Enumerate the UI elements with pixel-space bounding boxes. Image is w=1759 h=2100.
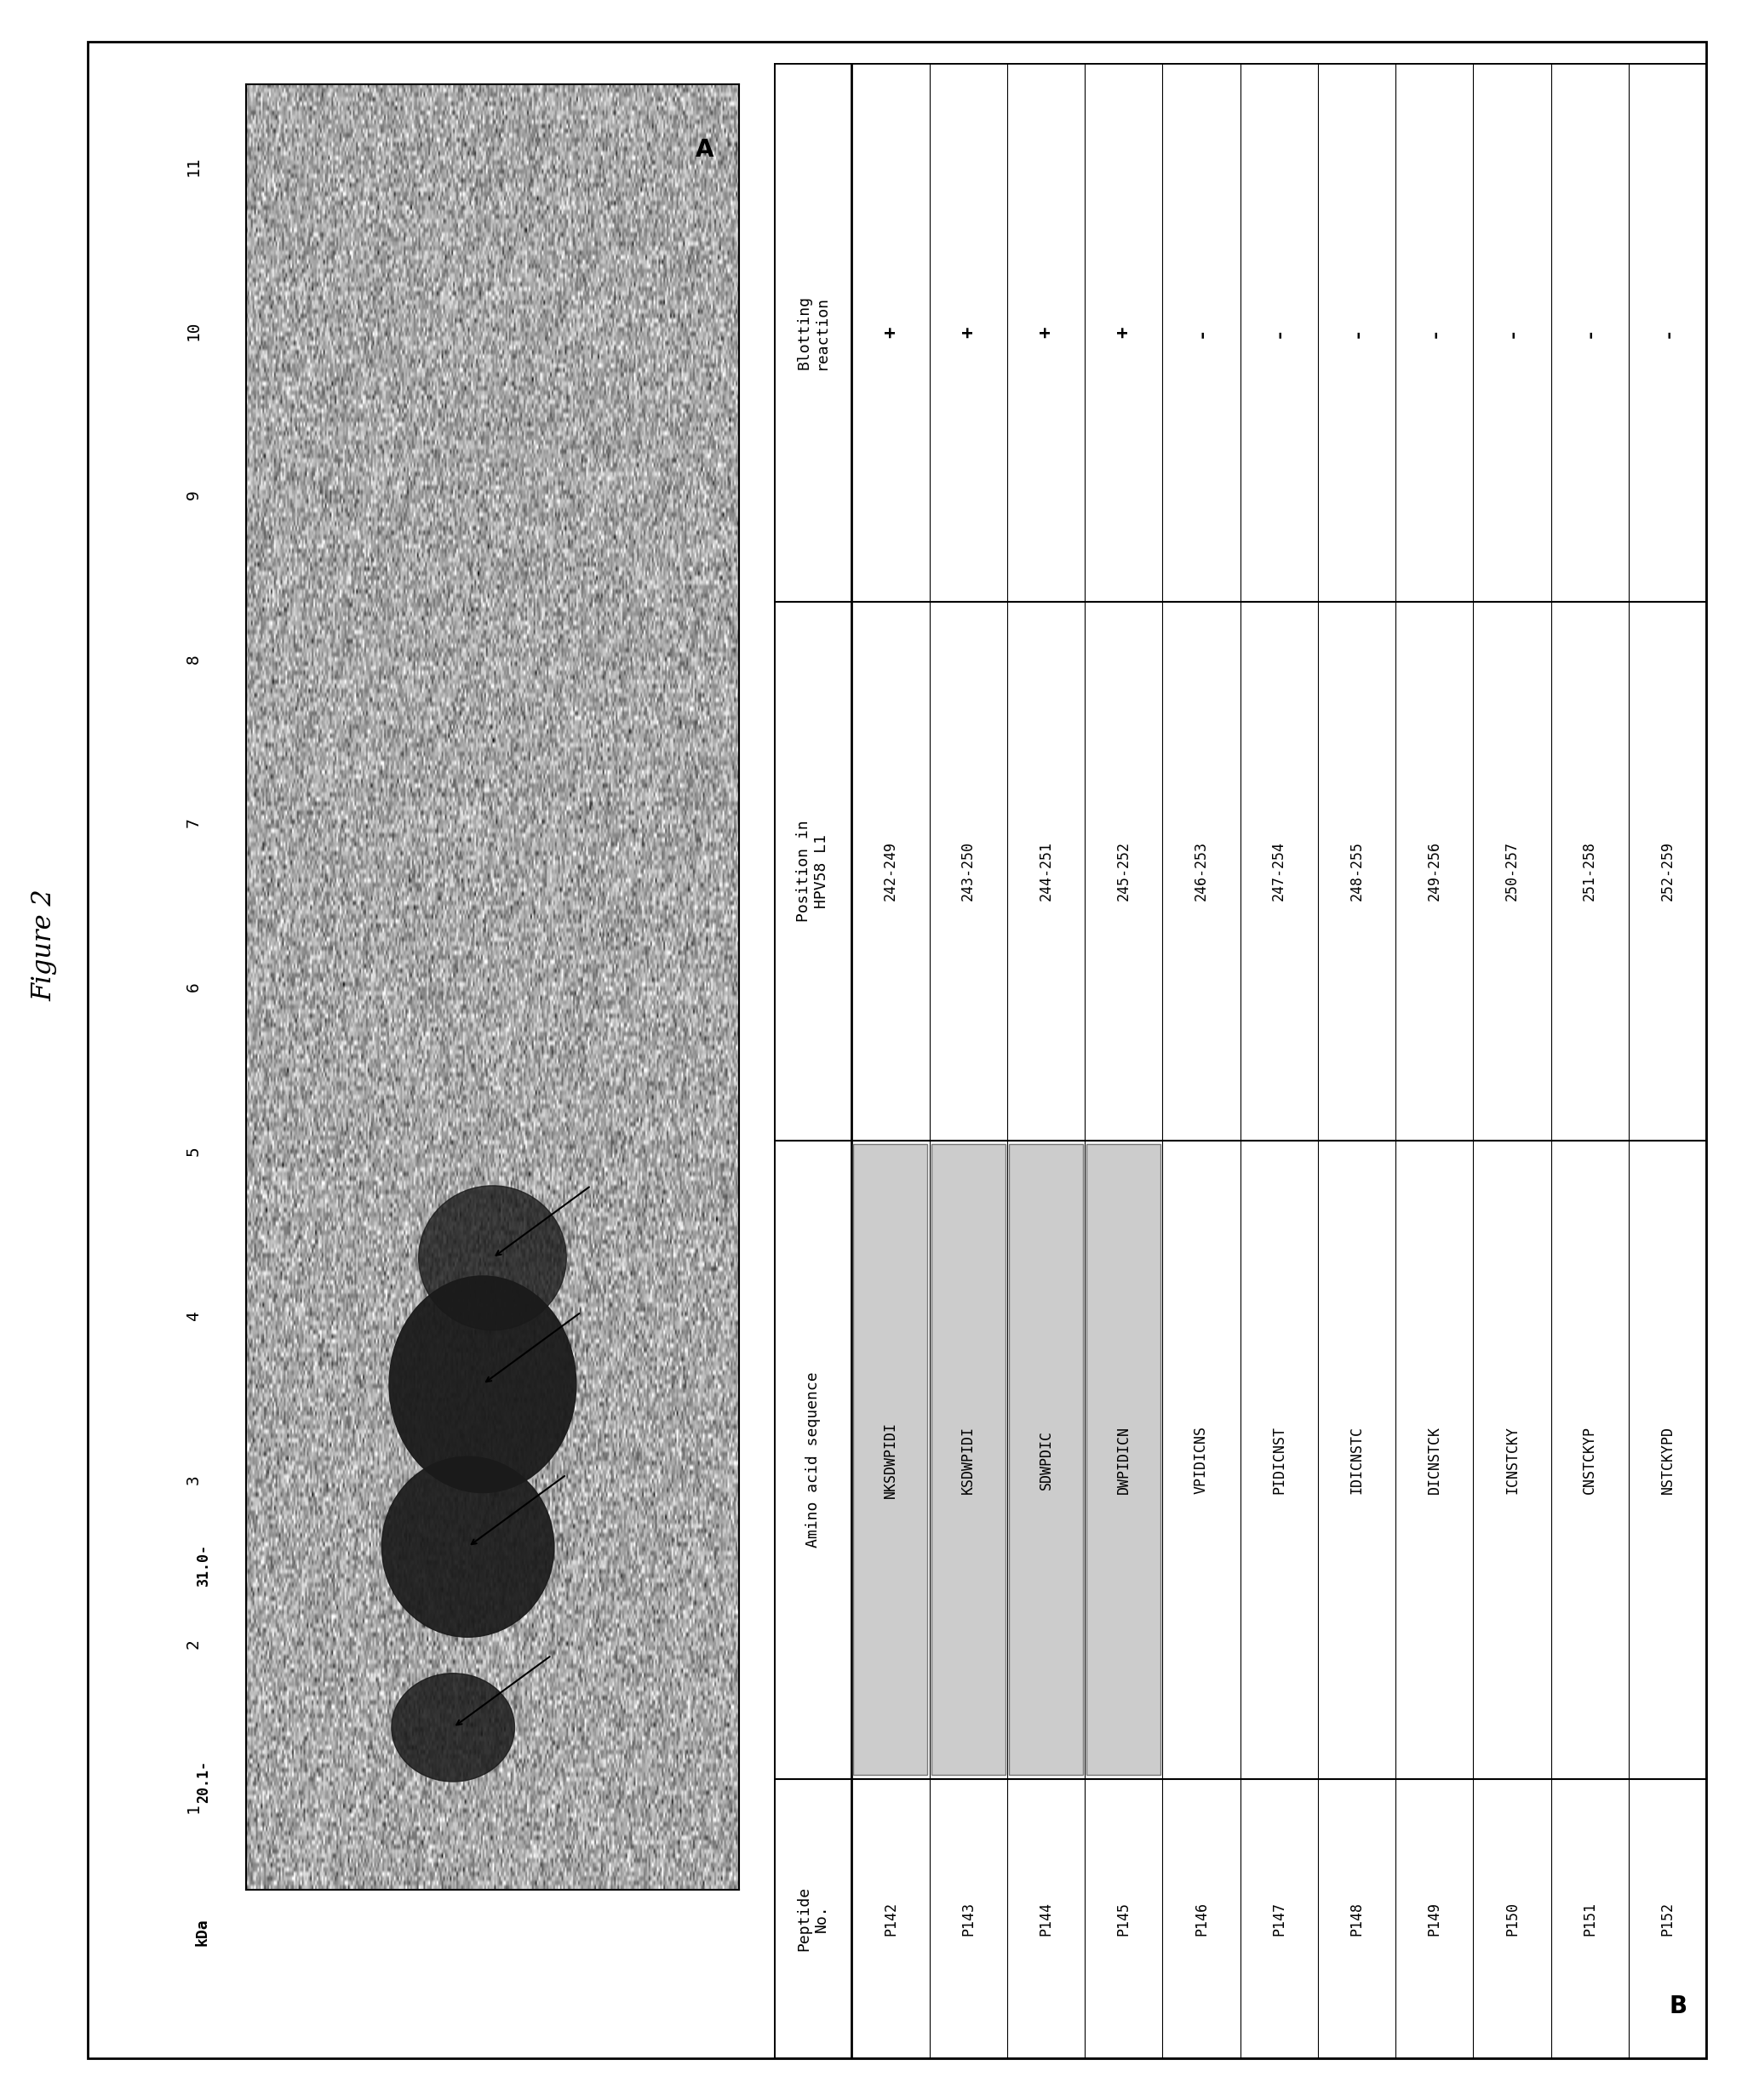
- Text: +: +: [1038, 328, 1054, 338]
- Text: -: -: [1270, 328, 1288, 338]
- Text: 243-250: 243-250: [960, 842, 976, 901]
- Text: ICNSTCKY: ICNSTCKY: [1504, 1426, 1520, 1493]
- Text: 1: 1: [185, 1804, 202, 1812]
- Text: NSTCKYPD: NSTCKYPD: [1660, 1426, 1675, 1493]
- Text: A: A: [695, 139, 714, 162]
- Text: -: -: [1193, 328, 1210, 338]
- Text: SDWPDIC: SDWPDIC: [1038, 1430, 1054, 1489]
- Text: 20.1-: 20.1-: [195, 1760, 211, 1804]
- Text: P151: P151: [1581, 1901, 1597, 1936]
- Text: PIDICNST: PIDICNST: [1272, 1426, 1286, 1493]
- Text: +: +: [960, 328, 976, 338]
- Bar: [931, 1144, 1004, 1774]
- Text: CNSTCKYP: CNSTCKYP: [1581, 1426, 1597, 1493]
- Text: P142: P142: [883, 1901, 899, 1936]
- Text: 11: 11: [185, 155, 202, 176]
- Text: 248-255: 248-255: [1349, 842, 1365, 901]
- Text: -: -: [1347, 328, 1365, 338]
- Text: 247-254: 247-254: [1272, 842, 1286, 901]
- Text: 6: 6: [185, 983, 202, 991]
- Text: P150: P150: [1504, 1901, 1520, 1936]
- Text: 249-256: 249-256: [1427, 842, 1442, 901]
- Ellipse shape: [382, 1457, 554, 1638]
- Text: P149: P149: [1427, 1901, 1442, 1936]
- Text: VPIDICNS: VPIDICNS: [1194, 1426, 1208, 1493]
- Text: 244-251: 244-251: [1038, 842, 1054, 901]
- Ellipse shape: [389, 1277, 577, 1493]
- Bar: [1087, 1144, 1161, 1774]
- Text: -: -: [1581, 328, 1599, 338]
- Text: 242-249: 242-249: [883, 842, 899, 901]
- Text: +: +: [1115, 328, 1133, 338]
- Text: Amino acid sequence: Amino acid sequence: [806, 1371, 820, 1548]
- Text: Position in
HPV58 L1: Position in HPV58 L1: [797, 821, 828, 922]
- Text: 246-253: 246-253: [1194, 842, 1208, 901]
- Text: Figure 2: Figure 2: [30, 888, 58, 1002]
- Text: Blotting
reaction: Blotting reaction: [797, 296, 828, 370]
- Text: -: -: [1659, 328, 1676, 338]
- Text: P148: P148: [1349, 1901, 1365, 1936]
- Text: P145: P145: [1115, 1901, 1131, 1936]
- Ellipse shape: [419, 1186, 566, 1329]
- Text: 245-252: 245-252: [1115, 842, 1131, 901]
- Text: kDa: kDa: [195, 1917, 209, 1947]
- Ellipse shape: [392, 1674, 515, 1781]
- Text: 8: 8: [185, 653, 202, 664]
- Text: Peptide
No.: Peptide No.: [797, 1886, 828, 1951]
- Text: 252-259: 252-259: [1660, 842, 1675, 901]
- Text: NKSDWPIDI: NKSDWPIDI: [883, 1422, 899, 1497]
- Text: P144: P144: [1038, 1901, 1054, 1936]
- Text: 7: 7: [185, 817, 202, 827]
- Text: KSDWPIDI: KSDWPIDI: [960, 1426, 976, 1493]
- Text: 9: 9: [185, 489, 202, 500]
- Text: P152: P152: [1660, 1901, 1675, 1936]
- Text: 3: 3: [185, 1474, 202, 1485]
- Text: B: B: [1669, 1995, 1687, 2018]
- Bar: [1010, 1144, 1084, 1774]
- Text: DWPIDICN: DWPIDICN: [1115, 1426, 1131, 1493]
- Text: P146: P146: [1194, 1901, 1208, 1936]
- Bar: [853, 1144, 927, 1774]
- Text: 5: 5: [185, 1147, 202, 1157]
- Text: +: +: [881, 328, 899, 338]
- Text: 251-258: 251-258: [1581, 842, 1597, 901]
- Text: -: -: [1504, 328, 1520, 338]
- Text: 31.0-: 31.0-: [195, 1543, 211, 1586]
- Text: -: -: [1427, 328, 1442, 338]
- Text: P143: P143: [960, 1901, 976, 1936]
- Text: DICNSTCK: DICNSTCK: [1427, 1426, 1442, 1493]
- Text: IDICNSTC: IDICNSTC: [1349, 1426, 1365, 1493]
- Text: 4: 4: [185, 1310, 202, 1321]
- Text: 10: 10: [185, 321, 202, 340]
- Text: P147: P147: [1272, 1901, 1286, 1936]
- Text: 250-257: 250-257: [1504, 842, 1520, 901]
- Text: 2: 2: [185, 1638, 202, 1648]
